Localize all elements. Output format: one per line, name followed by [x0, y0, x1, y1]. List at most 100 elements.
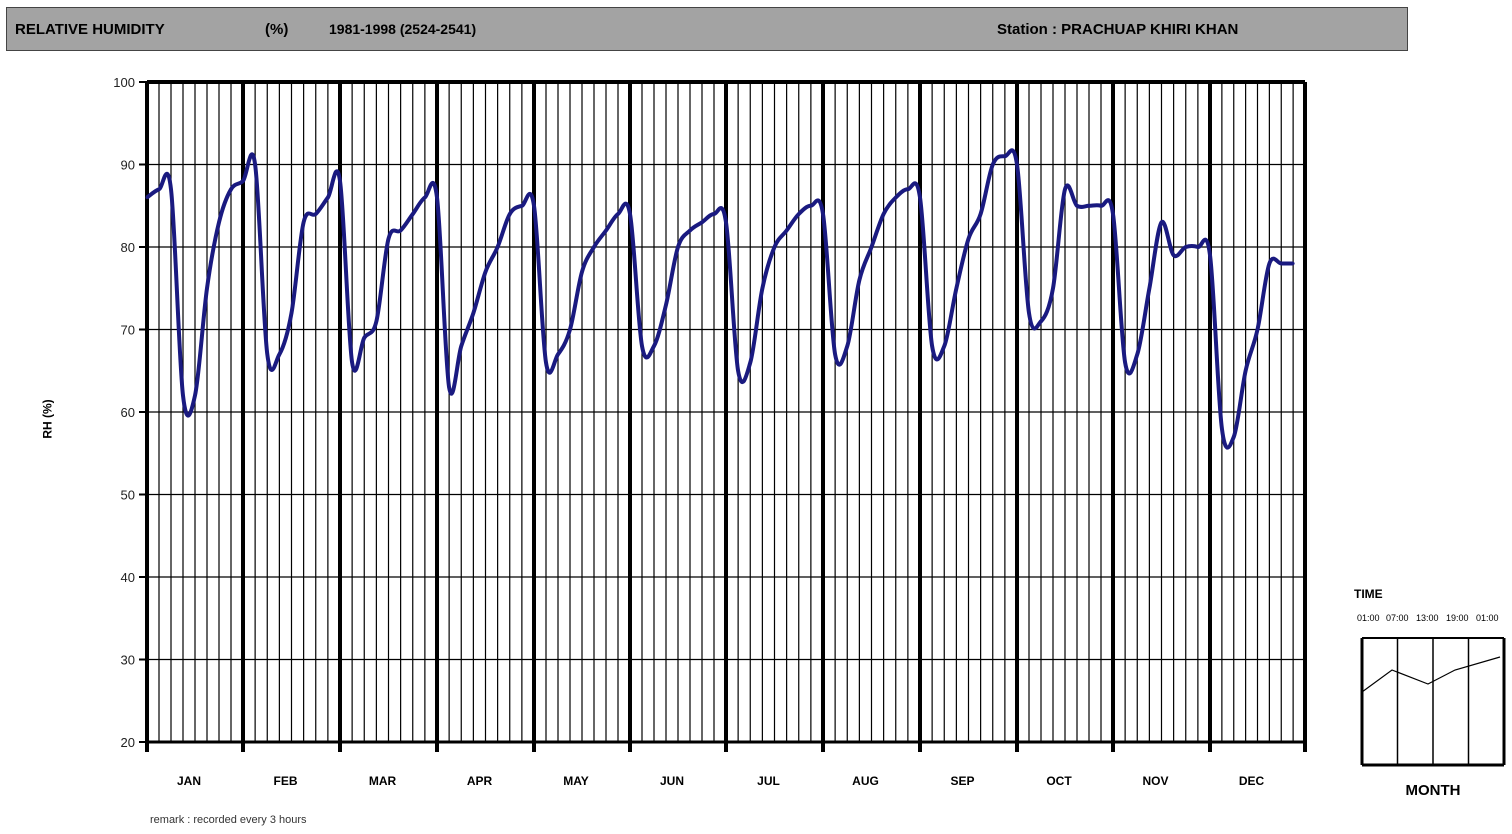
data-point: [544, 361, 548, 364]
data-point: [169, 187, 173, 191]
legend-time-label: 01:00: [1357, 613, 1380, 623]
data-point: [217, 220, 221, 224]
data-point: [1075, 204, 1079, 208]
data-point: [350, 361, 354, 364]
data-point: [1063, 187, 1067, 191]
data-point: [314, 212, 318, 216]
data-point: [894, 196, 898, 199]
data-point: [484, 270, 487, 274]
data-point: [1220, 427, 1224, 430]
month-label-jun: JUN: [660, 774, 684, 788]
data-point: [241, 179, 245, 183]
data-point: [471, 311, 475, 315]
data-point: [290, 311, 293, 315]
y-tick-label: 50: [121, 488, 135, 503]
humidity-series-line: [145, 148, 1294, 450]
data-point: [954, 286, 958, 290]
month-label-aug: AUG: [852, 774, 879, 788]
data-point: [930, 344, 934, 348]
data-point: [229, 187, 233, 191]
data-point: [277, 352, 281, 356]
chart-unit: (%): [265, 21, 289, 38]
y-tick-label: 80: [121, 240, 135, 255]
data-point: [399, 229, 403, 232]
chart-period: 1981-1998 (2524-2541): [329, 21, 477, 37]
data-point: [760, 286, 764, 290]
chart-header: RELATIVE HUMIDITY (%) 1981-1998 (2524-25…: [6, 7, 1408, 51]
data-point: [833, 352, 837, 356]
data-point: [1184, 245, 1188, 249]
data-point: [604, 229, 608, 232]
data-point: [1027, 311, 1031, 315]
data-point: [1244, 369, 1248, 373]
data-point: [676, 245, 680, 249]
data-point: [1111, 212, 1115, 216]
data-point: [1196, 245, 1200, 249]
data-point: [942, 344, 946, 348]
data-point: [1039, 319, 1043, 323]
data-point: [1135, 352, 1139, 356]
legend-time-label: 19:00: [1446, 613, 1469, 623]
data-point: [302, 220, 306, 224]
y-tick-label: 30: [121, 653, 135, 668]
data-point: [568, 328, 572, 331]
data-point: [205, 286, 209, 290]
data-point: [592, 245, 596, 249]
legend-time-label: 01:00: [1476, 613, 1499, 623]
data-point: [906, 187, 910, 191]
data-point: [435, 196, 439, 199]
month-label-dec: DEC: [1239, 774, 1265, 788]
y-tick-label: 60: [121, 405, 135, 420]
data-point: [845, 344, 849, 348]
month-label-oct: OCT: [1046, 774, 1072, 788]
data-point: [1232, 435, 1236, 439]
y-tick-label: 40: [121, 570, 135, 585]
data-point: [447, 385, 451, 389]
data-point: [628, 212, 632, 216]
data-point: [1123, 361, 1127, 364]
data-point: [1267, 262, 1271, 265]
data-point: [882, 212, 886, 216]
month-label-nov: NOV: [1142, 774, 1168, 788]
data-point: [1147, 286, 1151, 290]
legend-month-label: MONTH: [1406, 782, 1461, 799]
data-point: [181, 394, 185, 397]
data-point: [423, 196, 427, 199]
legend-title: TIME: [1354, 587, 1383, 601]
data-point: [253, 163, 257, 166]
data-point: [1208, 253, 1212, 257]
data-point: [724, 220, 728, 224]
month-label-apr: APR: [467, 774, 493, 788]
y-tick-label: 90: [121, 158, 135, 173]
legend-time-label: 13:00: [1416, 613, 1439, 623]
data-point: [374, 319, 378, 323]
data-point: [967, 237, 970, 241]
data-point: [688, 229, 692, 232]
data-point: [857, 278, 861, 282]
month-label-mar: MAR: [369, 774, 397, 788]
data-point: [508, 212, 512, 216]
data-point: [362, 336, 366, 340]
data-point: [157, 187, 161, 191]
data-point: [1003, 154, 1007, 158]
data-point: [785, 229, 789, 232]
data-point: [1051, 286, 1055, 290]
data-point: [640, 344, 644, 348]
data-point: [1279, 262, 1283, 265]
chart-title: RELATIVE HUMIDITY: [15, 21, 165, 38]
data-point: [809, 204, 813, 208]
data-point: [652, 344, 656, 348]
data-point: [387, 237, 390, 241]
data-point: [532, 204, 536, 208]
data-point: [712, 212, 716, 216]
data-point: [338, 179, 342, 183]
y-tick-label: 100: [113, 75, 135, 90]
data-point: [326, 196, 330, 199]
data-point: [1099, 204, 1103, 208]
data-point: [797, 212, 801, 216]
data-point: [411, 212, 415, 216]
y-tick-label: 70: [121, 323, 135, 338]
data-point: [979, 212, 983, 216]
data-point: [1160, 220, 1163, 224]
data-point: [580, 270, 584, 274]
